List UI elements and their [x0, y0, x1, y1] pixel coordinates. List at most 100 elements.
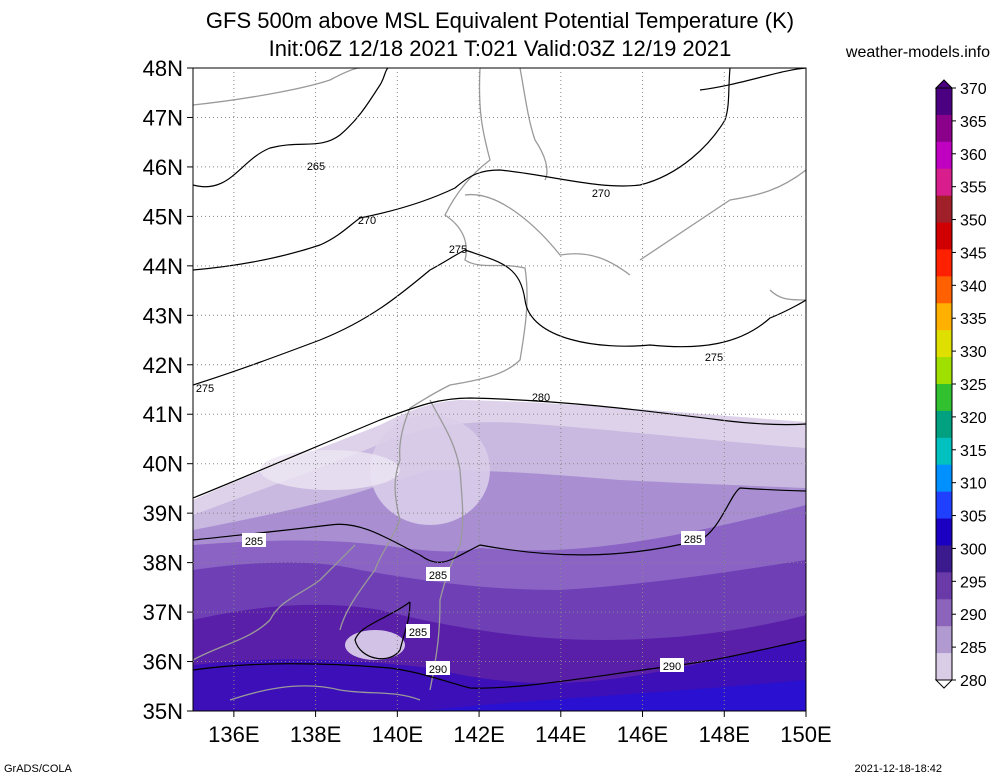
lon-label: 150E — [780, 722, 831, 747]
contour-label: 275 — [449, 244, 467, 256]
colorbar-swatch — [936, 653, 952, 681]
lon-label: 148E — [699, 722, 750, 747]
lat-label: 48N — [143, 56, 183, 81]
colorbar-label: 320 — [960, 410, 987, 427]
colorbar-label: 335 — [960, 311, 987, 328]
colorbar-swatch — [936, 384, 952, 412]
contour-275-east — [699, 68, 806, 91]
colorbar-swatch — [936, 249, 952, 277]
colorbar-swatch — [936, 168, 952, 197]
lat-label: 40N — [143, 452, 183, 477]
colorbar-label: 350 — [960, 213, 987, 230]
colorbar-top-arrow — [934, 79, 954, 89]
colorbar-swatch — [936, 599, 952, 627]
contour-label: 285 — [409, 627, 427, 639]
contour-280 — [193, 397, 806, 499]
lat-label: 36N — [143, 650, 183, 675]
colorbar-label: 315 — [960, 443, 987, 460]
colorbar-label: 310 — [960, 476, 987, 493]
contour-label: 285 — [429, 570, 447, 582]
colorbar-swatch — [936, 518, 952, 546]
contour-label: 290 — [429, 664, 447, 676]
colorbar-label: 280 — [960, 673, 987, 690]
contour-label: 265 — [307, 161, 325, 173]
contour-labels: 265 270 270 275 275 275 280 285 285 285 285 290 290 — [196, 161, 723, 676]
lat-label: 35N — [143, 699, 183, 724]
lon-label: 138E — [290, 722, 341, 747]
colorbar-swatch — [936, 437, 952, 466]
shade-deepest — [420, 680, 806, 711]
lat-label: 47N — [143, 105, 183, 130]
contour-label: 270 — [358, 215, 376, 227]
colorbar-label: 295 — [960, 574, 987, 591]
contour-label: 275 — [705, 352, 723, 364]
contour-290 — [193, 639, 806, 689]
contour-270-west — [193, 68, 731, 271]
contour-label: 280 — [532, 392, 550, 404]
pale-patch-south — [345, 630, 405, 660]
contour-285-west — [193, 487, 806, 564]
lat-label: 38N — [143, 551, 183, 576]
contour-label: 290 — [663, 661, 681, 673]
lat-label: 43N — [143, 303, 183, 328]
colorbar-swatch — [936, 545, 952, 573]
colorbar-swatch — [936, 491, 952, 520]
colorbar-label: 340 — [960, 278, 987, 295]
colorbar: 370 365 360 355 350 345 340 335 330 325 320 315 310 3… — [934, 79, 987, 690]
colorbar-swatch — [936, 222, 952, 250]
colorbar-swatch — [936, 276, 952, 304]
contour-label: 285 — [684, 534, 702, 546]
contour-label: 270 — [592, 188, 610, 200]
footer-left: GrADS/COLA — [4, 763, 72, 775]
colorbar-label: 365 — [960, 114, 987, 131]
lon-label: 146E — [617, 722, 668, 747]
lon-label: 142E — [453, 722, 504, 747]
colorbar-label: 345 — [960, 245, 987, 262]
lat-label: 39N — [143, 501, 183, 526]
colorbar-swatch — [936, 114, 952, 143]
colorbar-label: 330 — [960, 344, 987, 361]
lat-label: 46N — [143, 155, 183, 180]
contour-label: 275 — [196, 383, 214, 395]
lat-label: 37N — [143, 600, 183, 625]
colorbar-swatch — [936, 464, 952, 493]
colorbar-label: 325 — [960, 377, 987, 394]
coastlines — [193, 68, 806, 701]
contour-275 — [193, 249, 806, 386]
chart-subtitle: Init:06Z 12/18 2021 T:021 Valid:03Z 12/1… — [268, 36, 732, 61]
latitude-labels: 48N 47N 46N 45N 44N 43N 42N 41N 40N 39N 38N 37N 36N 3… — [143, 56, 193, 724]
colorbar-label: 285 — [960, 640, 987, 657]
map-frame — [192, 67, 807, 712]
colorbar-bottom-arrow — [934, 679, 954, 689]
contours — [193, 68, 806, 689]
map-area — [193, 68, 806, 711]
colorbar-swatch — [936, 626, 952, 654]
lon-label: 144E — [535, 722, 586, 747]
footer-right: 2021-12-18-18:42 — [854, 763, 942, 775]
colorbar-swatch — [936, 88, 952, 116]
colorbar-swatch — [936, 141, 952, 170]
colorbar-label: 300 — [960, 541, 987, 558]
pale-patch-sea — [260, 450, 400, 490]
longitude-labels: 136E 138E 140E 142E 144E 146E 148E 150E — [208, 711, 832, 747]
colorbar-swatch — [936, 303, 952, 331]
lat-label: 41N — [143, 402, 183, 427]
lat-label: 45N — [143, 204, 183, 229]
contour-265 — [193, 68, 389, 188]
colorbar-swatch — [936, 410, 952, 439]
site-label: weather-models.info — [845, 44, 990, 61]
lat-label: 42N — [143, 353, 183, 378]
lat-label: 44N — [143, 254, 183, 279]
colorbar-label: 355 — [960, 180, 987, 197]
lon-label: 140E — [372, 722, 423, 747]
colorbar-swatch — [936, 330, 952, 358]
colorbar-label: 370 — [960, 81, 987, 98]
colorbar-swatch — [936, 572, 952, 600]
colorbar-label: 305 — [960, 509, 987, 526]
lon-label: 136E — [208, 722, 259, 747]
colorbar-swatch — [936, 357, 952, 385]
colorbar-swatch — [936, 195, 952, 224]
colorbar-label: 290 — [960, 607, 987, 624]
contour-label: 285 — [245, 536, 263, 548]
